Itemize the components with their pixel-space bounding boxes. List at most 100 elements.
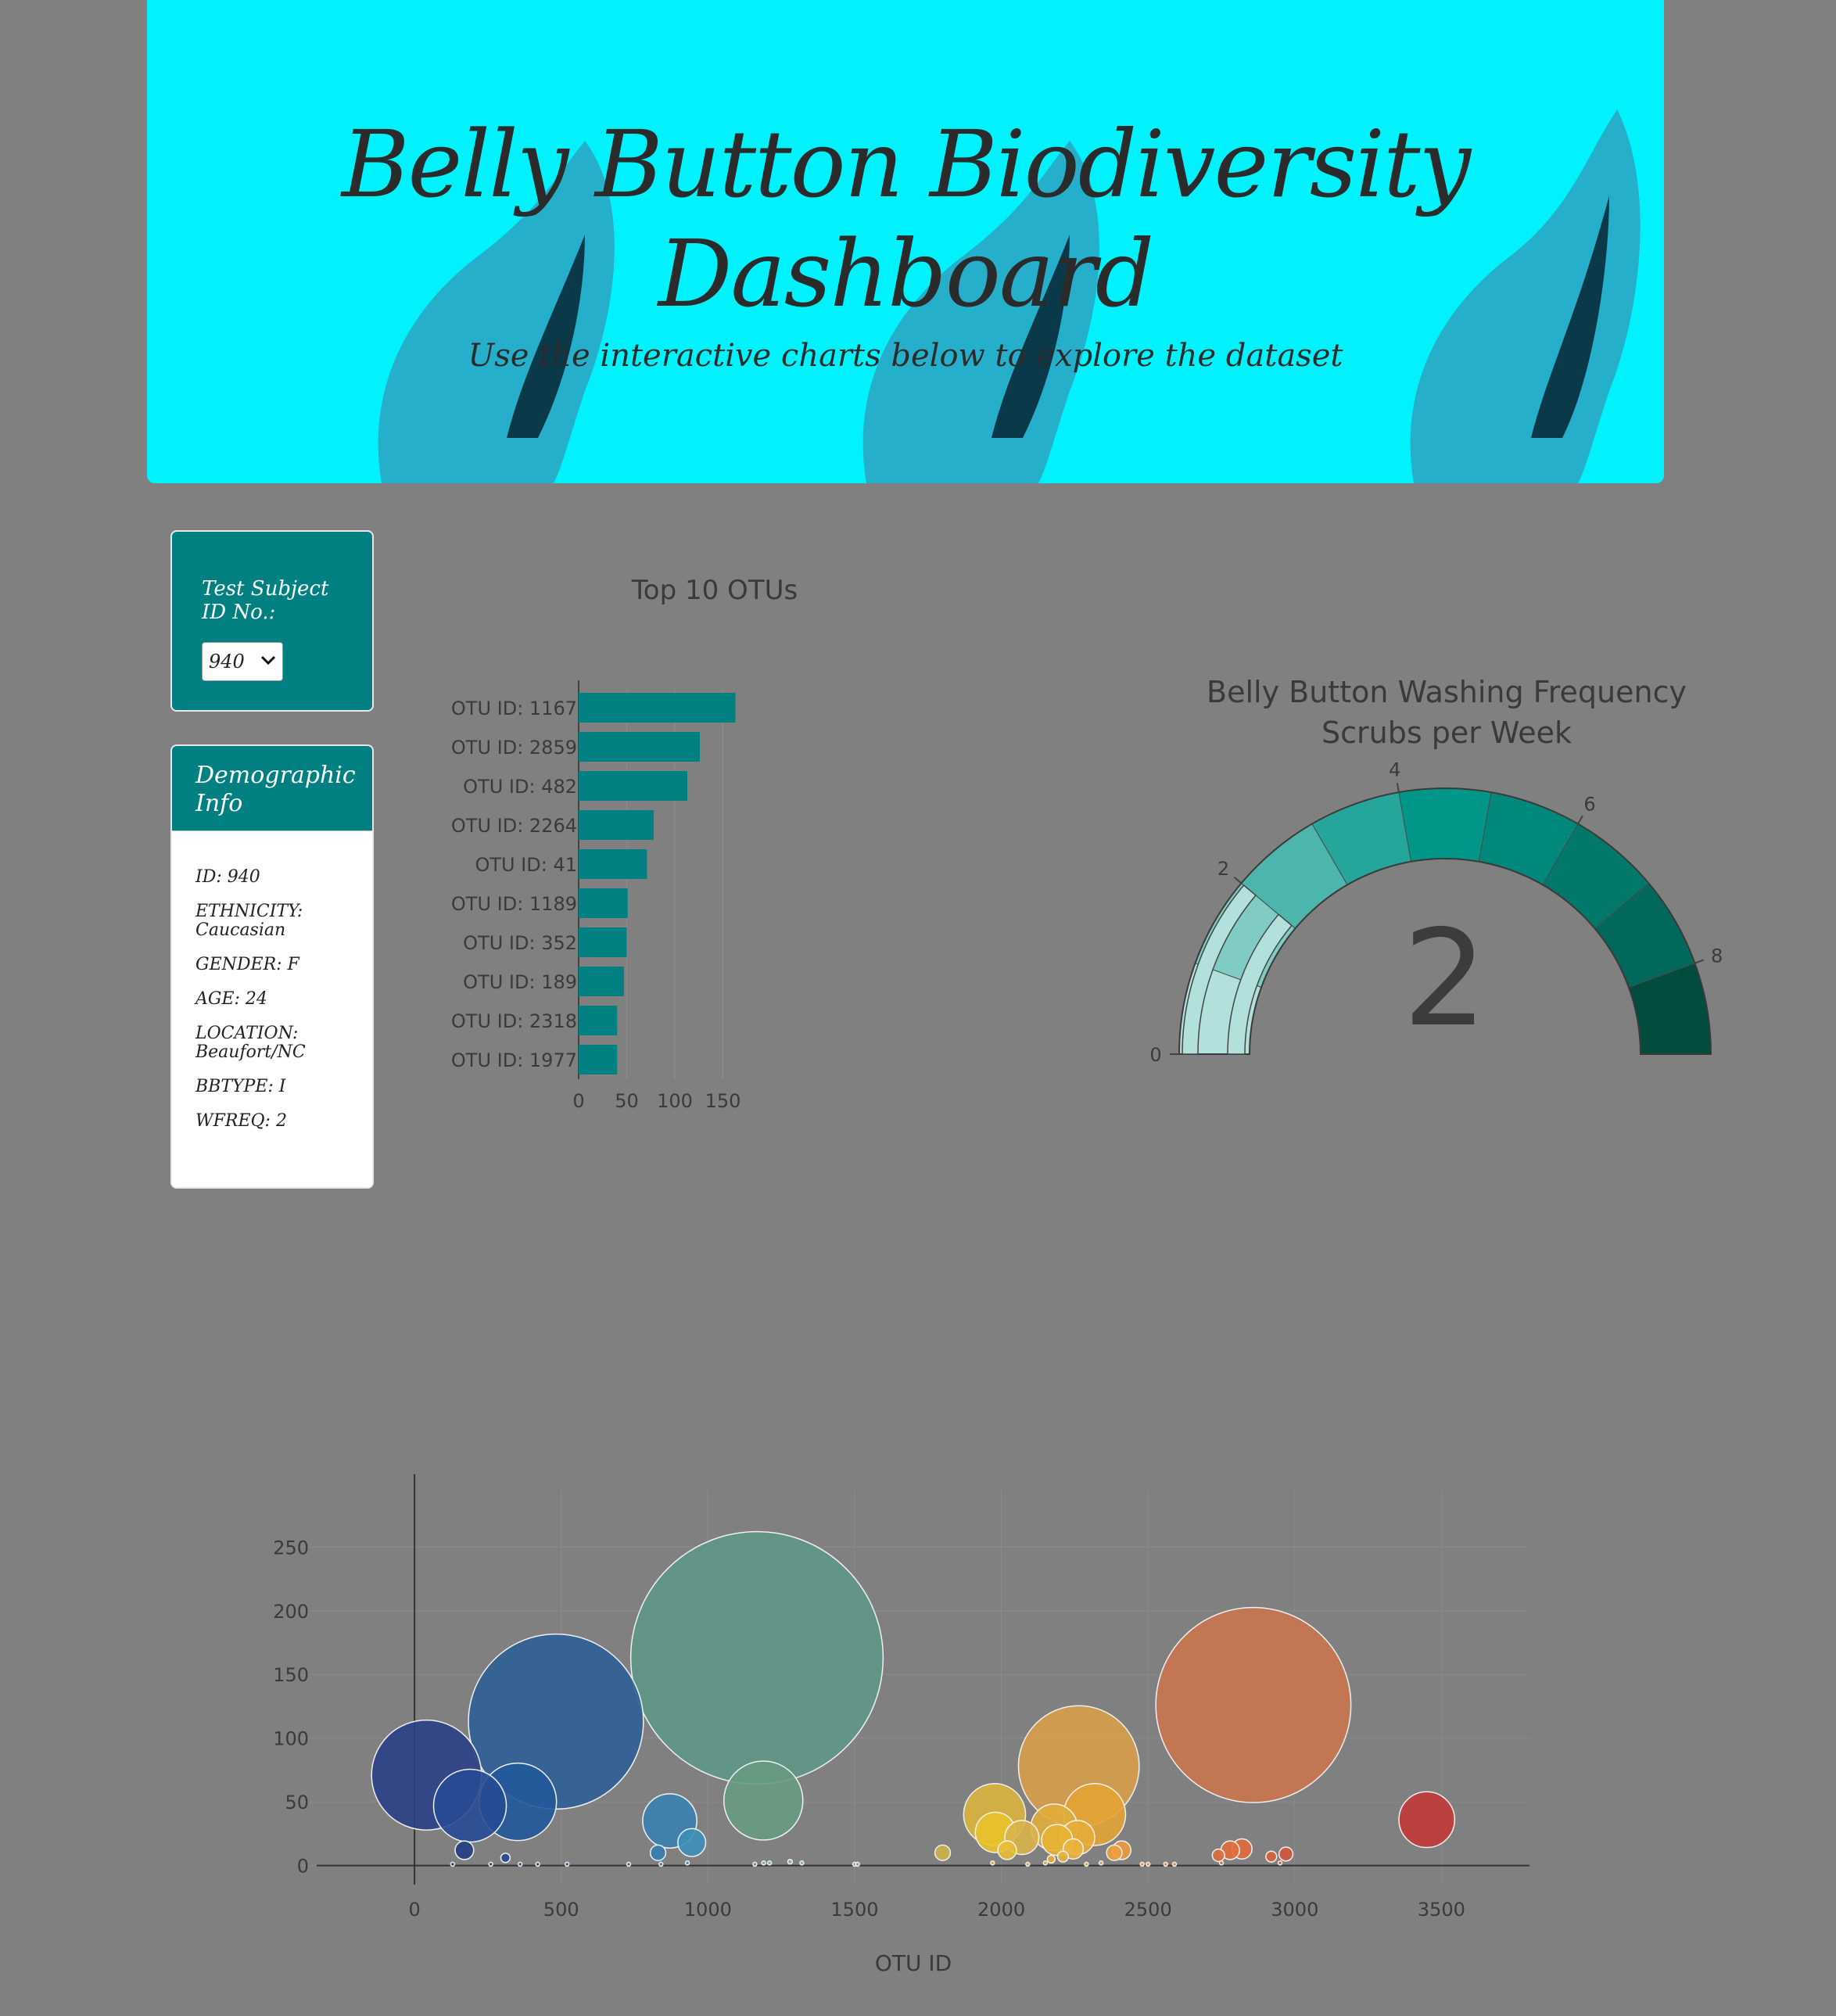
gauge-tick <box>1233 876 1243 884</box>
bubble-x-tick-label: 1000 <box>684 1899 732 1921</box>
bubble-otu-point[interactable] <box>934 1844 952 1861</box>
bar-y-tick-label: OTU ID: 2859 <box>451 737 577 759</box>
bar-1977[interactable] <box>579 1045 618 1074</box>
bubble-y-tick-label: 150 <box>273 1664 309 1686</box>
bubble-otu-point[interactable] <box>684 1860 690 1866</box>
bubble-otu-point[interactable] <box>629 1530 884 1785</box>
washing-frequency-gauge[interactable]: Belly Button Washing Frequency Scrubs pe… <box>1142 665 1736 1079</box>
demographic-info-panel: Demographic Info ID: 940 ETHNICITY: Cauc… <box>170 744 374 1189</box>
chevron-down-icon <box>260 655 276 665</box>
bubble-otu-point[interactable] <box>1163 1861 1168 1867</box>
bubble-otu-point[interactable] <box>658 1861 664 1867</box>
bar-x-tick-label: 0 <box>572 1090 584 1110</box>
gauge-value-bar-outer <box>1182 884 1257 1055</box>
bubble-otu-point[interactable] <box>1155 1606 1352 1803</box>
bubble-otu-point[interactable] <box>564 1861 570 1867</box>
gauge-value-bar-inner <box>1227 913 1293 1055</box>
bubble-otu-point[interactable] <box>799 1860 805 1866</box>
gauge-tick-label: 4 <box>1389 759 1400 781</box>
bar-2859[interactable] <box>579 732 700 762</box>
gauge-tick-label: 2 <box>1217 858 1229 880</box>
bubble-otu-point[interactable] <box>454 1840 475 1860</box>
gauge-title-line1: Belly Button Washing Frequency <box>1207 675 1687 709</box>
bar-y-tick-label: OTU ID: 2318 <box>451 1010 577 1032</box>
bubble-otu-point[interactable] <box>1398 1791 1456 1849</box>
dashboard-subtitle: Use the interactive charts below to expl… <box>468 338 1343 374</box>
bubble-otu-point[interactable] <box>723 1760 804 1841</box>
bubble-x-tick-label: 2500 <box>1124 1899 1172 1921</box>
bubble-otu-point[interactable] <box>855 1861 860 1867</box>
subject-selector-label: Test Subject ID No.: <box>202 577 329 624</box>
bubble-otu-point[interactable] <box>626 1861 632 1867</box>
bubble-otu-point[interactable] <box>1145 1861 1151 1867</box>
bubble-otu-point[interactable] <box>517 1861 523 1867</box>
bubble-otu-point[interactable] <box>1106 1844 1123 1861</box>
bar-41[interactable] <box>579 849 647 879</box>
bubble-otu-point[interactable] <box>1218 1860 1225 1866</box>
bubble-otu-point[interactable] <box>997 1840 1017 1860</box>
bubble-otu-point[interactable] <box>1046 1854 1056 1864</box>
bubble-otu-point[interactable] <box>1056 1850 1070 1863</box>
bar-1189[interactable] <box>579 888 628 918</box>
bar-y-tick-label: OTU ID: 1189 <box>451 893 577 915</box>
bar-x-tick-label: 50 <box>615 1090 639 1110</box>
bubble-otu-point[interactable] <box>1277 1860 1283 1866</box>
bar-1167[interactable] <box>579 693 736 723</box>
bar-y-tick-label: OTU ID: 352 <box>463 932 577 954</box>
header-banner: Belly Button Biodiversity Dashboard Use … <box>147 0 1664 483</box>
bar-482[interactable] <box>579 771 687 801</box>
otu-bubble-chart[interactable]: 0 500 1000 1500 2000 2500 3000 3500 0 50 100 150 20… <box>235 1455 1564 1986</box>
bubble-otu-point[interactable] <box>1278 1846 1294 1862</box>
gauge-tick-label: 0 <box>1149 1044 1161 1066</box>
bubble-otu-point[interactable] <box>752 1861 758 1867</box>
bubble-otu-point[interactable] <box>500 1853 511 1864</box>
bubble-otu-point[interactable] <box>1171 1861 1178 1867</box>
top-otus-bar-chart[interactable]: Top 10 OTUs OTU ID: 1167 OTU ID: 2859 OTU … <box>422 571 938 1110</box>
bubble-otu-point[interactable] <box>787 1858 794 1865</box>
bacteria-background-image <box>378 109 1641 483</box>
gauge-tick <box>1694 959 1705 964</box>
gauge-outline <box>1178 787 1712 1055</box>
bubble-otu-point[interactable] <box>1098 1860 1104 1866</box>
bubble-x-tick-label: 2000 <box>977 1899 1025 1921</box>
bubble-otu-point[interactable] <box>1025 1861 1031 1867</box>
gauge-tick <box>1396 783 1400 793</box>
bar-2318[interactable] <box>579 1006 618 1035</box>
bar-y-tick-label: OTU ID: 189 <box>463 971 577 993</box>
bubble-otu-point[interactable] <box>1211 1848 1225 1863</box>
bubble-x-tick-label: 3000 <box>1271 1899 1318 1921</box>
bubble-otu-point[interactable] <box>535 1861 540 1867</box>
bar-189[interactable] <box>579 967 624 996</box>
bubble-otu-point[interactable] <box>1042 1860 1049 1866</box>
subject-selector-panel: Test Subject ID No.: 940 <box>170 530 374 712</box>
gauge-tick <box>1577 815 1583 825</box>
bar-x-tick-label: 100 <box>657 1090 693 1110</box>
bar-y-tick-label: OTU ID: 1977 <box>451 1049 577 1071</box>
bar-y-tick-label: OTU ID: 41 <box>475 854 577 876</box>
bar-y-tick-label: OTU ID: 482 <box>463 776 577 798</box>
bar-2264[interactable] <box>579 810 654 840</box>
bubble-otu-point[interactable] <box>450 1861 456 1867</box>
bubble-otu-point[interactable] <box>432 1768 507 1843</box>
bubble-otu-point[interactable] <box>766 1860 773 1866</box>
bubble-otu-point[interactable] <box>761 1860 766 1866</box>
bubble-otu-point[interactable] <box>990 1860 995 1866</box>
demographic-info-heading: Demographic Info <box>195 762 356 817</box>
bubble-y-tick-label: 50 <box>285 1792 309 1813</box>
bubble-otu-point[interactable] <box>649 1844 667 1861</box>
bubble-otu-point[interactable] <box>488 1861 493 1867</box>
bubble-y-tick-label: 100 <box>273 1728 309 1750</box>
subject-id-dropdown[interactable]: 940 <box>202 642 283 681</box>
bubble-chart-x-label: OTU ID <box>875 1950 952 1976</box>
subject-id-value: 940 <box>209 651 245 673</box>
bar-x-tick-label: 150 <box>705 1090 741 1110</box>
bubble-x-tick-label: 0 <box>408 1899 420 1921</box>
bubble-x-tick-label: 3500 <box>1418 1899 1465 1921</box>
bubble-otu-point[interactable] <box>1265 1850 1278 1863</box>
bubble-otu-point[interactable] <box>1139 1861 1145 1867</box>
bubble-otu-point[interactable] <box>677 1828 707 1857</box>
bar-352[interactable] <box>579 927 627 957</box>
bubble-otu-point[interactable] <box>1084 1861 1089 1867</box>
gauge-tick-label: 6 <box>1583 794 1595 816</box>
demographic-info-body: ID: 940 ETHNICITY: Caucasian GENDER: F A… <box>195 868 360 1146</box>
